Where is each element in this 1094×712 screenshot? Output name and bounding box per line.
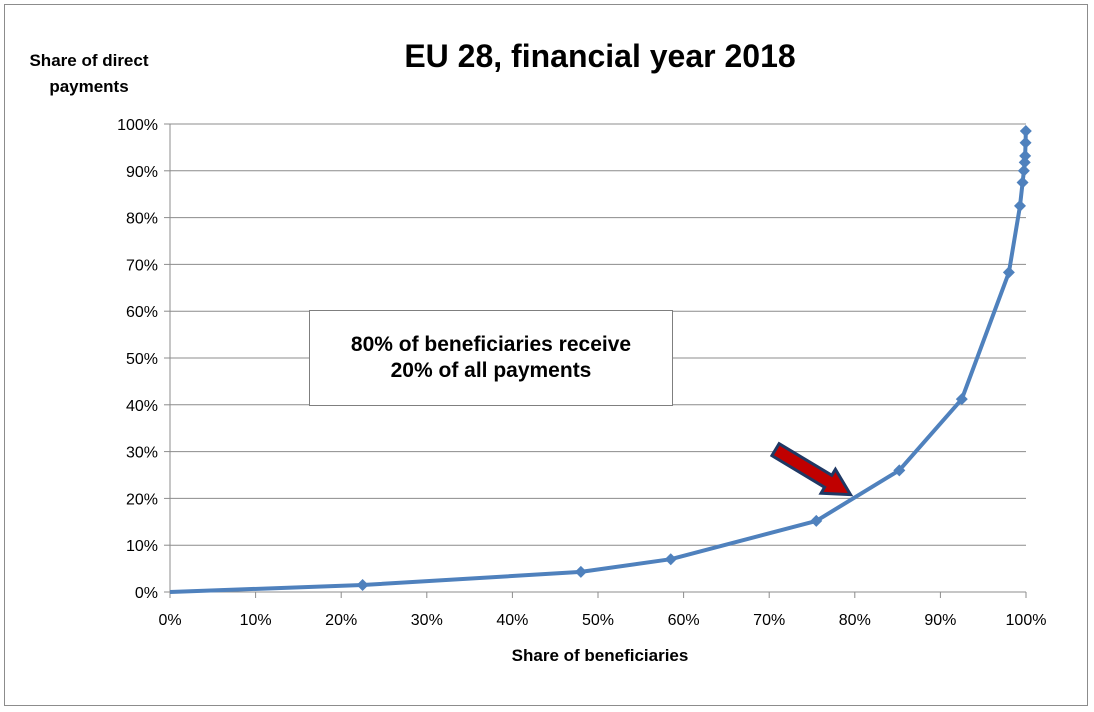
data-point-marker <box>664 553 677 566</box>
y-tick-label: 0% <box>135 585 158 602</box>
x-tick-label: 90% <box>924 612 956 629</box>
y-tick-label: 80% <box>126 211 158 228</box>
data-point-marker <box>1018 156 1031 169</box>
y-tick-label: 20% <box>126 491 158 508</box>
y-tick-labels: 0% 10% 20% 30% 40% 50% 60% 70% 80% 90% 100% <box>117 117 158 602</box>
y-tick-label: 50% <box>126 351 158 368</box>
chart-title: EU 28, financial year 2018 <box>404 38 796 74</box>
data-point-marker <box>1002 266 1015 279</box>
y-tick-label: 100% <box>117 117 158 134</box>
x-tick-label: 60% <box>668 612 700 629</box>
y-tick-label: 40% <box>126 398 158 415</box>
y-tick-label: 10% <box>126 538 158 555</box>
annotation-box: 80% of beneficiaries receive 20% of all … <box>309 310 673 406</box>
axes <box>164 123 1027 598</box>
data-point-marker <box>1017 164 1030 177</box>
x-tick-label: 10% <box>240 612 272 629</box>
y-tick-label: 60% <box>126 304 158 321</box>
data-point-marker <box>1019 149 1032 162</box>
data-point-marker <box>356 578 369 591</box>
x-tick-label: 100% <box>1006 612 1047 629</box>
data-point-marker <box>1016 176 1029 189</box>
data-point-marker <box>574 565 587 578</box>
x-axis-label: Share of beneficiaries <box>511 646 689 665</box>
y-tick-label: 90% <box>126 164 158 181</box>
red-arrow <box>769 441 854 497</box>
x-tick-label: 30% <box>411 612 443 629</box>
data-point-marker <box>810 514 823 527</box>
y-axis-label: Share of direct payments <box>29 51 149 96</box>
data-point-marker <box>893 464 906 477</box>
x-tick-label: 70% <box>753 612 785 629</box>
data-point-marker <box>1019 125 1032 138</box>
x-tick-label: 0% <box>158 612 181 629</box>
gridlines <box>170 123 1026 546</box>
x-tick-label: 20% <box>325 612 357 629</box>
data-point-marker <box>955 393 968 406</box>
x-tick-labels: 0% 10% 20% 30% 40% 50% 60% 70% 80% 90% 100% <box>158 612 1046 629</box>
y-tick-label: 70% <box>126 257 158 274</box>
x-tick-label: 50% <box>582 612 614 629</box>
series-group <box>169 125 1032 594</box>
arrow-body <box>769 441 854 497</box>
data-point-marker <box>1014 199 1027 212</box>
arrow-shape <box>769 441 854 497</box>
y-tick-label: 30% <box>126 445 158 462</box>
x-tick-label: 80% <box>839 612 871 629</box>
x-tick-label: 40% <box>496 612 528 629</box>
data-point-marker <box>1019 136 1032 149</box>
